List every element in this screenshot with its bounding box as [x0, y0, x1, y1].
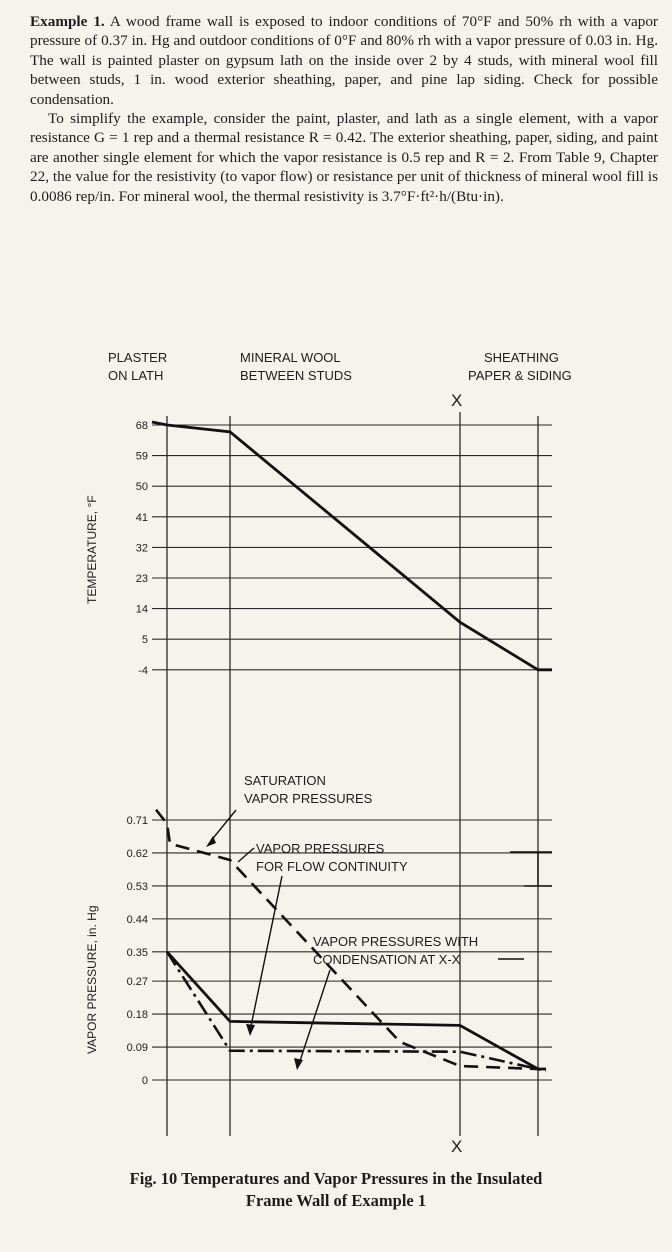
vapor-axis-title: VAPOR PRESSURE, in. Hg	[85, 906, 99, 1055]
temperature-tick-label: 68	[136, 420, 148, 432]
vapor-tick-label: 0	[142, 1075, 148, 1087]
annotation-flow-2: FOR FLOW CONTINUITY	[256, 859, 408, 874]
temperature-tick-label: 23	[136, 573, 148, 585]
paragraph-simplify: To simplify the example, consider the pa…	[30, 110, 658, 205]
arrowhead-saturation	[206, 836, 216, 847]
leader-flow	[237, 847, 255, 863]
right-bracket	[510, 851, 552, 887]
caption-line-1: Fig. 10 Temperatures and Vapor Pressures…	[129, 1169, 543, 1188]
annotation-saturation-1: SATURATION	[244, 773, 326, 788]
arrowheads	[206, 836, 303, 1070]
vapor-tick-label: 0.44	[127, 914, 148, 926]
col-label-plaster-1: PLASTER	[108, 350, 167, 365]
arrowhead-cond	[294, 1058, 303, 1070]
temperature-tick-label: 14	[136, 604, 148, 616]
x-mark-bottom: X	[451, 1137, 462, 1156]
annotation-leaders	[209, 809, 524, 1065]
saturation-line	[154, 808, 539, 1071]
leader-saturation	[209, 809, 237, 843]
caption-line-2: Frame Wall of Example 1	[245, 1191, 427, 1210]
leader-cond-arrow	[298, 969, 331, 1065]
vapor-tick-label: 0.35	[127, 947, 148, 959]
col-label-wool-2: BETWEEN STUDS	[240, 368, 352, 383]
vapor-tick-label: 0.27	[127, 976, 148, 988]
temperature-tick-label: 50	[136, 481, 148, 493]
vapor-ticks: 0.71 0.62 0.53 0.44 0.35 0.27 0.18 0.09 0	[127, 815, 552, 1087]
temperature-tick-label: 32	[136, 542, 148, 554]
annotation-cond-2: CONDENSATION AT X-X	[313, 952, 461, 967]
figure-svg: PLASTER ON LATH MINERAL WOOL BETWEEN STU…	[85, 350, 572, 1156]
annotation-saturation-2: VAPOR PRESSURES	[244, 791, 373, 806]
temperature-ticks: 68 59 50 41 32 23 14 5 -4	[136, 420, 552, 677]
condensation-line	[165, 951, 547, 1073]
vapor-tick-label: 0.53	[127, 881, 148, 893]
temperature-profile-line	[151, 420, 552, 672]
temperature-axis-title: TEMPERATURE, °F	[85, 495, 99, 604]
temperature-tick-label: 41	[136, 512, 148, 524]
col-label-sheath-2: PAPER & SIDING	[468, 368, 572, 383]
figure: PLASTER ON LATH MINERAL WOOL BETWEEN STU…	[0, 336, 672, 1176]
col-label-wool-1: MINERAL WOOL	[240, 350, 341, 365]
temperature-tick-label: -4	[138, 665, 148, 677]
temperature-tick-label: 59	[136, 451, 148, 463]
text-block: Example 1. A wood frame wall is exposed …	[30, 12, 658, 206]
col-label-plaster-2: ON LATH	[108, 368, 163, 383]
example-body: A wood frame wall is exposed to indoor c…	[30, 13, 658, 108]
paragraph-example: Example 1. A wood frame wall is exposed …	[30, 12, 658, 109]
vapor-tick-label: 0.62	[127, 848, 148, 860]
figure-caption: Fig. 10 Temperatures and Vapor Pressures…	[0, 1168, 672, 1212]
vertical-gridlines	[166, 412, 539, 1136]
annotation-cond-1: VAPOR PRESSURES WITH	[313, 934, 478, 949]
arrowhead-flow	[246, 1024, 255, 1036]
col-label-sheath-1: SHEATHING	[484, 350, 559, 365]
leader-flow-arrow	[249, 875, 283, 1032]
vapor-tick-label: 0.09	[127, 1042, 148, 1054]
temperature-tick-label: 5	[142, 634, 148, 646]
x-mark-top: X	[451, 391, 462, 410]
vapor-tick-label: 0.71	[127, 815, 148, 827]
annotation-flow-1: VAPOR PRESSURES	[256, 841, 385, 856]
example-lead: Example 1.	[30, 13, 105, 30]
vapor-tick-label: 0.18	[127, 1009, 148, 1021]
